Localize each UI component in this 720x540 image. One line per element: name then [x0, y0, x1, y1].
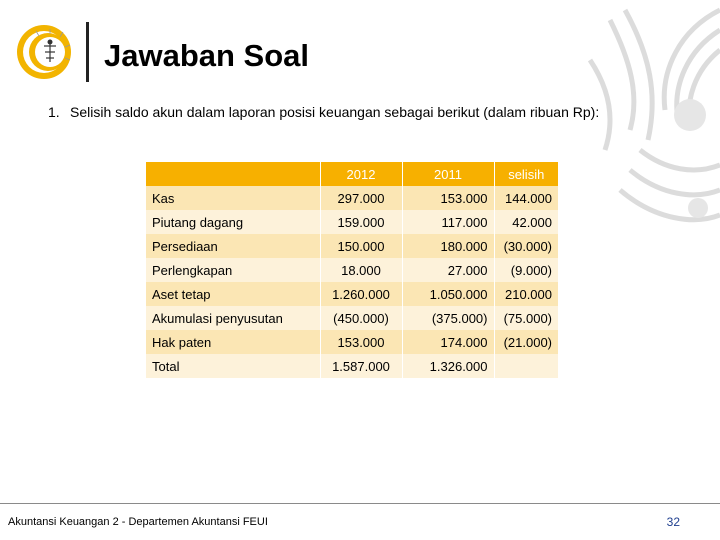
- row-label: Aset tetap: [146, 282, 320, 306]
- footer-text: Akuntansi Keuangan 2 - Departemen Akunta…: [8, 516, 268, 528]
- table-row: Piutang dagang 159.000 117.000 42.000: [146, 210, 558, 234]
- cell-2011: 174.000: [401, 330, 494, 354]
- cell-2011: 1.050.000: [401, 282, 494, 306]
- cell-2012: 153.000: [319, 330, 402, 354]
- cell-2011: (375.000): [401, 306, 494, 330]
- cell-2012: 297.000: [319, 186, 402, 210]
- cell-selisih: [493, 354, 558, 378]
- row-label: Kas: [146, 186, 320, 210]
- cell-2012: 150.000: [319, 234, 402, 258]
- row-label: Persediaan: [146, 234, 320, 258]
- balance-difference-table: 2012 2011 selisih Kas 297.000 153.000 14…: [146, 162, 558, 378]
- question-number: 1.: [48, 104, 60, 120]
- cell-2012: 1.260.000: [319, 282, 402, 306]
- title-divider: [86, 22, 89, 82]
- question-text: 1. Selisih saldo akun dalam laporan posis…: [48, 104, 599, 121]
- row-label: Hak paten: [146, 330, 320, 354]
- cell-selisih: (21.000): [493, 330, 558, 354]
- cell-2012: 1.587.000: [319, 354, 402, 378]
- header-selisih: selisih: [493, 162, 558, 186]
- cell-2012: (450.000): [319, 306, 402, 330]
- cell-2012: 159.000: [319, 210, 402, 234]
- cell-2011: 153.000: [401, 186, 494, 210]
- cell-selisih: 144.000: [493, 186, 558, 210]
- row-label: Akumulasi penyusutan: [146, 306, 320, 330]
- row-label: Perlengkapan: [146, 258, 320, 282]
- page-title: Jawaban Soal: [104, 38, 310, 73]
- table-row: Kas 297.000 153.000 144.000: [146, 186, 558, 210]
- table-row: Persediaan 150.000 180.000 (30.000): [146, 234, 558, 258]
- cell-2011: 27.000: [401, 258, 494, 282]
- cell-selisih: (30.000): [493, 234, 558, 258]
- row-label: Total: [146, 354, 320, 378]
- row-label: Piutang dagang: [146, 210, 320, 234]
- cell-2011: 1.326.000: [401, 354, 494, 378]
- table-row-total: Total 1.587.000 1.326.000: [146, 354, 558, 378]
- table-row: Perlengkapan 18.000 27.000 (9.000): [146, 258, 558, 282]
- header-2012: 2012: [319, 162, 402, 186]
- cell-2011: 117.000: [401, 210, 494, 234]
- question-body: Selisih saldo akun dalam laporan posisi …: [70, 104, 600, 120]
- page-number: 32: [666, 515, 680, 529]
- watermark-decoration: [587, 7, 720, 223]
- university-logo-icon: [17, 25, 71, 79]
- table-row: Aset tetap 1.260.000 1.050.000 210.000: [146, 282, 558, 306]
- cell-selisih: 210.000: [493, 282, 558, 306]
- cell-selisih: (9.000): [493, 258, 558, 282]
- footer-divider: [0, 503, 720, 504]
- table-header-row: 2012 2011 selisih: [146, 162, 558, 186]
- cell-2011: 180.000: [401, 234, 494, 258]
- cell-2012: 18.000: [319, 258, 402, 282]
- cell-selisih: 42.000: [493, 210, 558, 234]
- header-2011: 2011: [401, 162, 494, 186]
- header-label: [146, 162, 320, 186]
- table-row: Hak paten 153.000 174.000 (21.000): [146, 330, 558, 354]
- table-row: Akumulasi penyusutan (450.000) (375.000)…: [146, 306, 558, 330]
- cell-selisih: (75.000): [493, 306, 558, 330]
